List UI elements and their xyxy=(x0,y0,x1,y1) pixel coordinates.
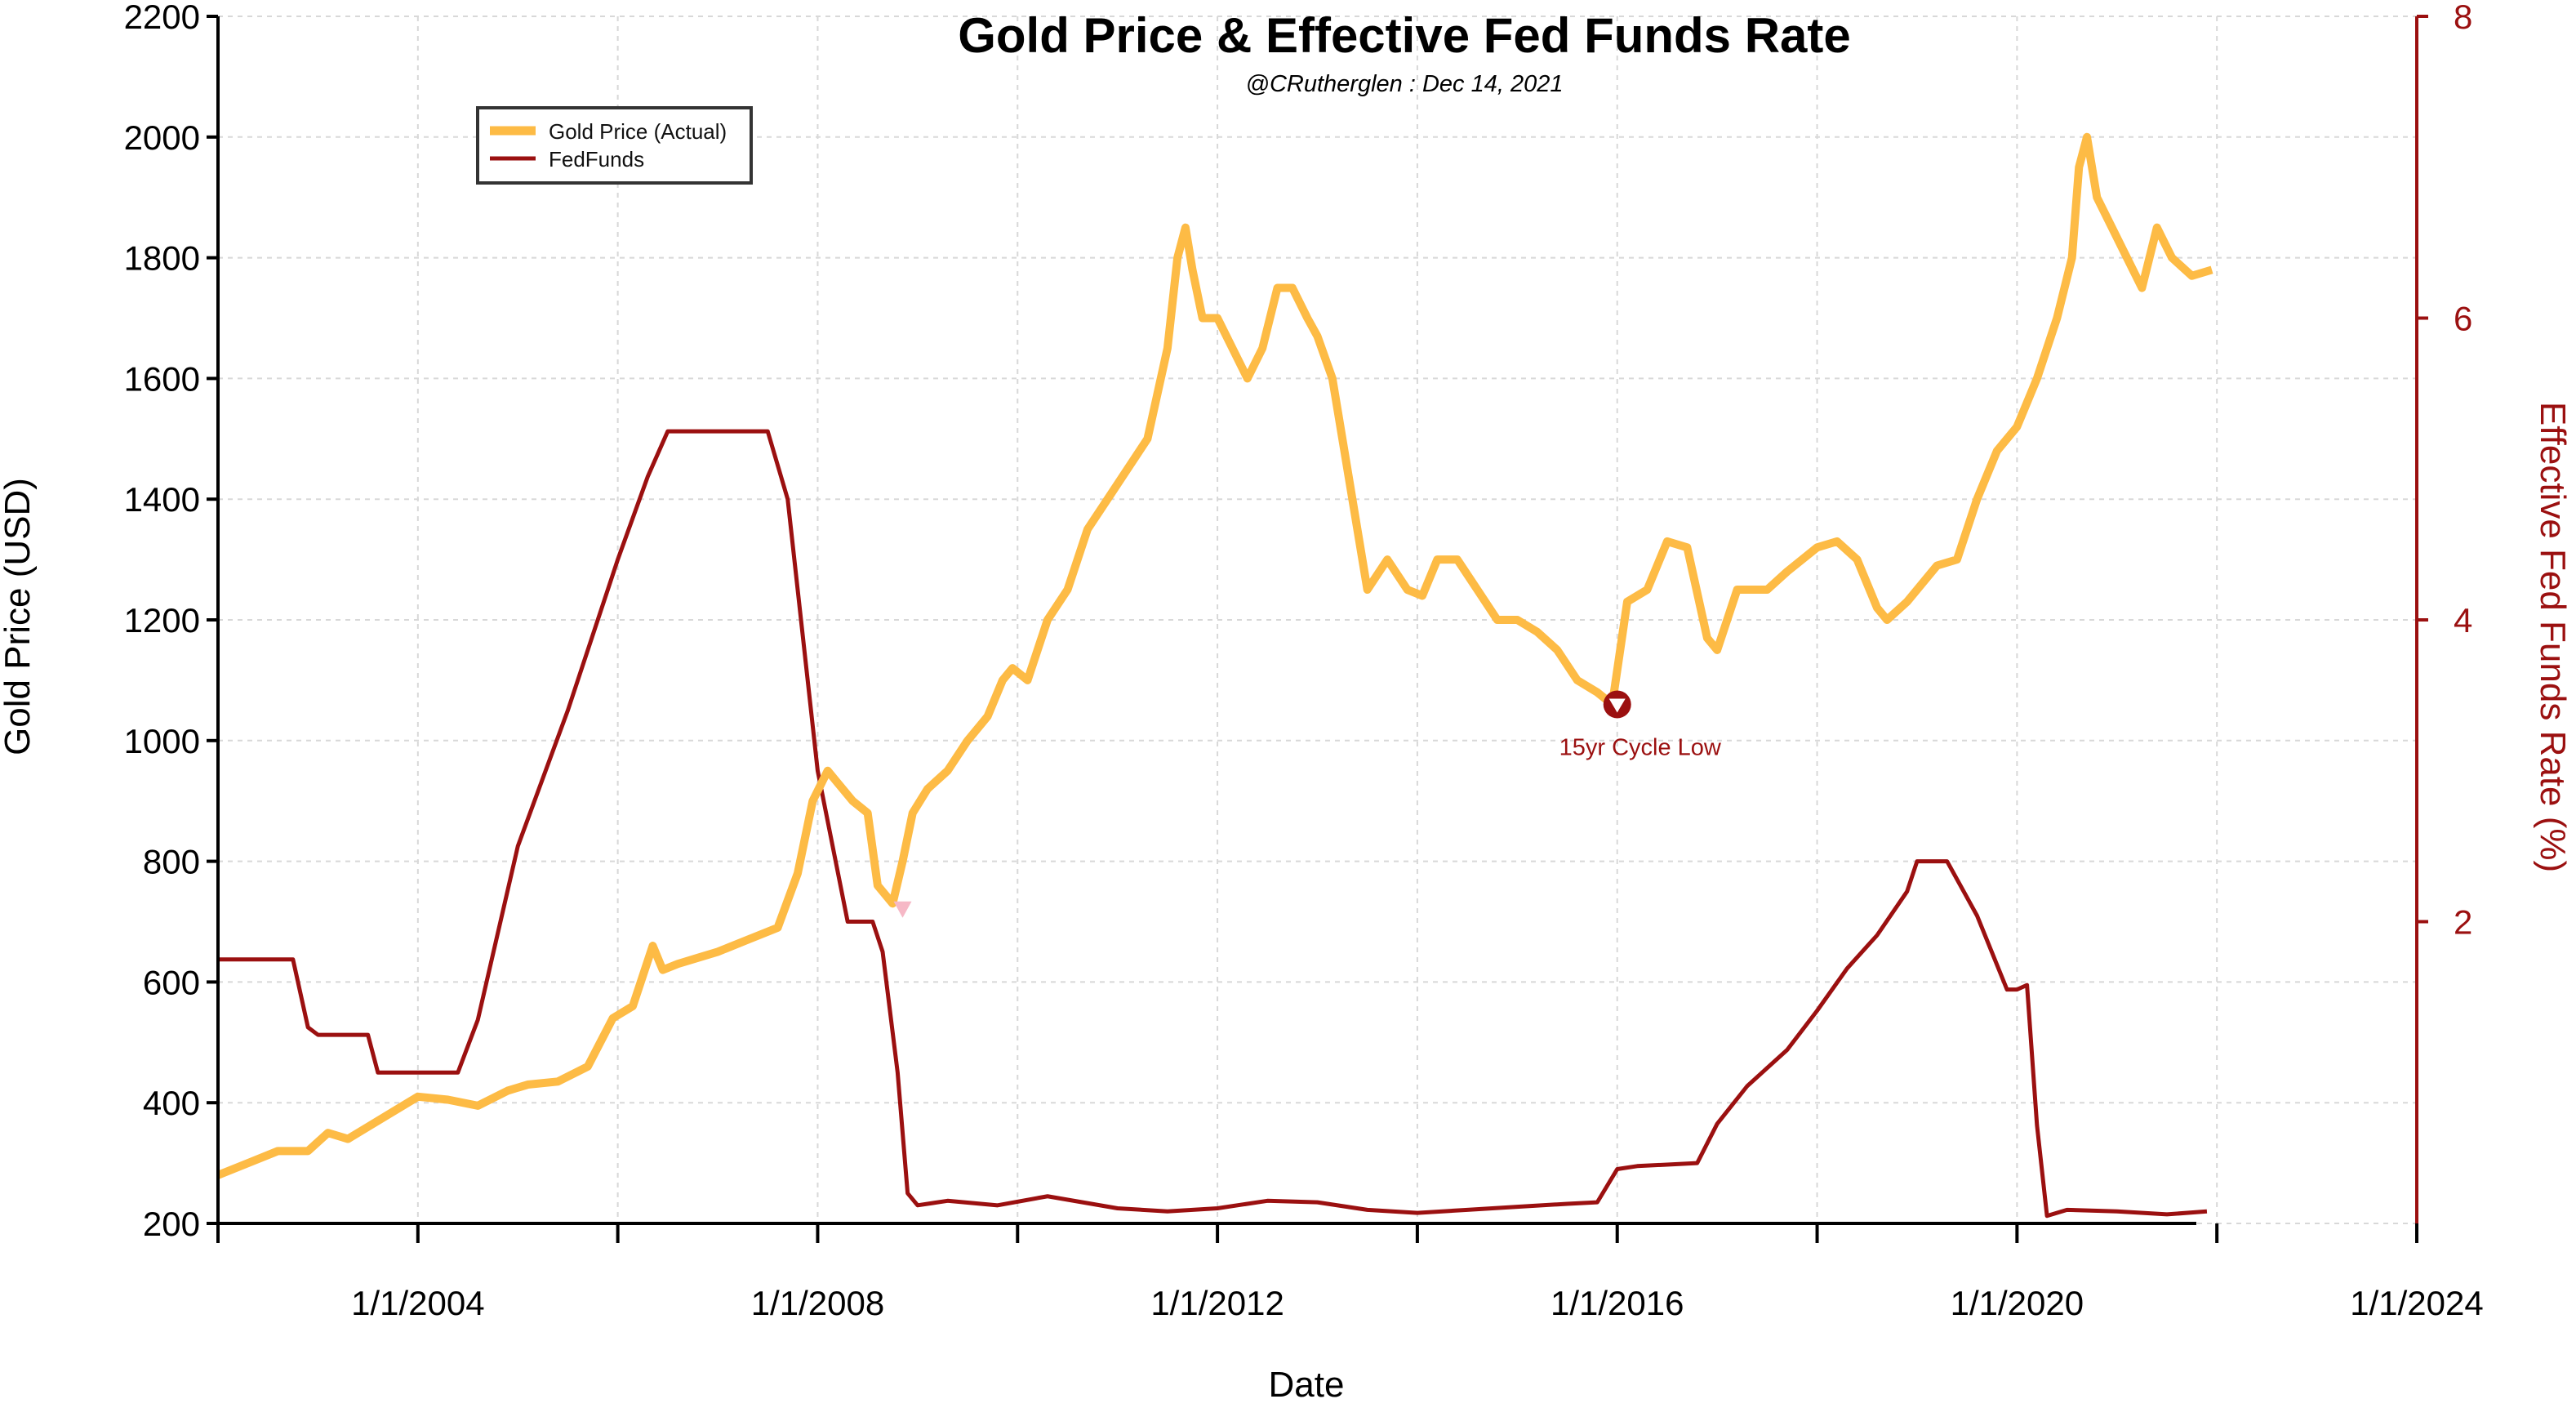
fedfunds-series xyxy=(218,429,2208,1219)
y-tick-label-left: 200 xyxy=(143,1205,200,1243)
x-tick-label: 1/1/2008 xyxy=(751,1284,885,1322)
y-axis-title-left: Gold Price (USD) xyxy=(0,478,38,755)
gold-price-series xyxy=(216,132,2213,1179)
y-tick-label-right: 2 xyxy=(2454,903,2472,942)
y-tick-label-left: 400 xyxy=(143,1084,200,1122)
chart-title: Gold Price & Effective Fed Funds Rate xyxy=(958,8,1851,63)
x-tick-label: 1/1/2020 xyxy=(1951,1284,2084,1322)
cycle-low-marker-arrow xyxy=(1608,698,1626,713)
x-tick-label: 1/1/2004 xyxy=(351,1284,485,1322)
x-tick-label: 1/1/2024 xyxy=(2350,1284,2484,1322)
x-axis-title: Date xyxy=(1269,1365,1345,1405)
x-tick-label: 1/1/2012 xyxy=(1150,1284,1284,1322)
y-tick-label-left: 600 xyxy=(143,963,200,1001)
y-axis-title-right: Effective Fed Funds Rate (%) xyxy=(2533,402,2573,872)
axes: 200 400 600 800 1000 1200 1400 1600 1800 2000 2200… xyxy=(124,0,2484,1322)
y-tick-label-left: 1000 xyxy=(124,722,200,760)
y-tick-label-left: 2200 xyxy=(124,0,200,36)
y-tick-label-right: 4 xyxy=(2454,601,2472,639)
y-tick-label-left: 800 xyxy=(143,843,200,881)
y-tick-label-left: 1800 xyxy=(124,239,200,278)
annotations: 15yr Cycle Low xyxy=(893,690,1722,918)
y-tick-label-left: 1600 xyxy=(124,359,200,398)
legend: Gold Price (Actual) FedFunds xyxy=(476,106,753,185)
legend-box xyxy=(476,106,753,185)
gold-low-marker xyxy=(893,901,912,918)
x-tick-label: 1/1/2016 xyxy=(1550,1284,1684,1322)
gridlines xyxy=(217,16,2418,1224)
y-tick-label-left: 1200 xyxy=(124,601,200,639)
y-tick-label-right: 8 xyxy=(2454,0,2472,36)
y-tick-label-left: 1400 xyxy=(124,480,200,519)
y-tick-label-right: 6 xyxy=(2454,300,2472,338)
cycle-low-label: 15yr Cycle Low xyxy=(1559,734,1722,760)
fedfunds-line xyxy=(218,429,2208,1219)
y-tick-label-left: 2000 xyxy=(124,118,200,157)
chart-subtitle: @CRutherglen : Dec 14, 2021 xyxy=(1246,71,1564,97)
legend-fedfunds-label: FedFunds xyxy=(549,147,644,172)
gold-price-line xyxy=(216,132,2213,1179)
legend-gold-label: Gold Price (Actual) xyxy=(549,119,727,144)
